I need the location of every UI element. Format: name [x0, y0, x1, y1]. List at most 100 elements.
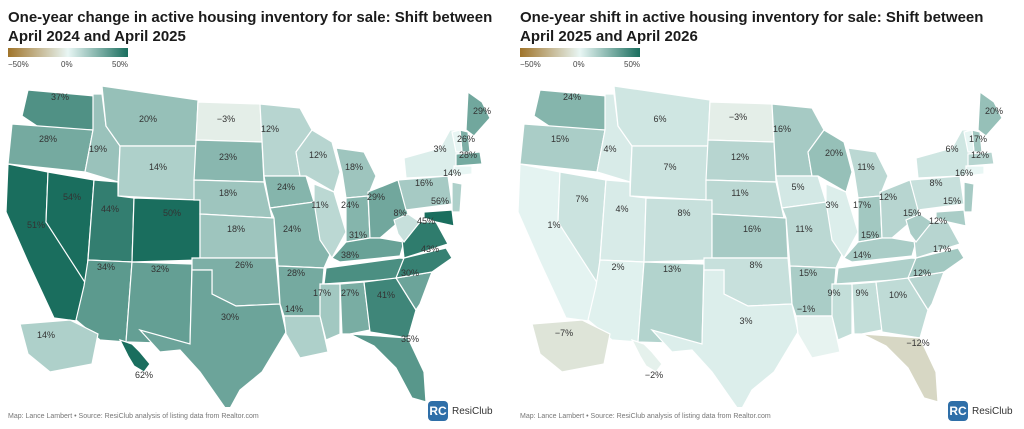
state-label-fl: −12%	[906, 338, 929, 348]
state-label-nc: 17%	[933, 244, 951, 254]
state-label-ar: 15%	[799, 268, 817, 278]
state-ct	[453, 165, 473, 177]
state-nd	[707, 101, 775, 143]
state-label-ut: 44%	[101, 204, 119, 214]
state-label-co: 8%	[677, 208, 690, 218]
state-wv	[905, 213, 933, 243]
state-label-ky: 15%	[861, 230, 879, 240]
state-label-nj: 14%	[443, 168, 461, 178]
state-label-il: 11%	[311, 200, 328, 210]
state-wi	[295, 129, 341, 193]
state-label-mn: 12%	[261, 124, 279, 134]
state-vt	[963, 129, 975, 153]
state-label-pa: 16%	[415, 178, 433, 188]
right-map-title: One-year shift in active housing invento…	[520, 9, 984, 45]
state-label-in: 24%	[341, 200, 359, 210]
state-label-nh: 26%	[457, 134, 475, 144]
state-label-ma: 12%	[971, 150, 989, 160]
state-md	[423, 209, 455, 227]
state-label-nv: 7%	[575, 194, 588, 204]
left-legend-tick-max: 50%	[112, 60, 129, 69]
state-ky	[843, 237, 917, 263]
state-ct	[965, 165, 985, 177]
state-label-mt: 20%	[139, 114, 157, 124]
state-ak	[531, 319, 611, 373]
state-label-va: 12%	[929, 216, 947, 226]
state-label-tn: 38%	[341, 250, 359, 260]
state-label-mo: 11%	[795, 224, 812, 234]
state-label-ga: 10%	[889, 290, 907, 300]
state-label-il: 3%	[825, 200, 838, 210]
state-fl	[349, 333, 427, 403]
state-label-wv: 15%	[903, 208, 921, 218]
left-map-title: One-year change in active housing invent…	[8, 9, 493, 45]
state-label-sc: 30%	[401, 268, 419, 278]
state-al	[339, 281, 371, 335]
state-ks	[711, 213, 789, 259]
state-label-tx: 30%	[221, 312, 239, 322]
state-wy	[629, 145, 709, 201]
resiclub-logo-icon: RC	[948, 401, 968, 421]
state-label-nm: 32%	[151, 264, 169, 274]
state-label-ga: 41%	[377, 290, 395, 300]
state-ms	[319, 283, 341, 341]
state-nc	[907, 247, 965, 279]
left-map-panel: One-year change in active housing invent…	[5, 9, 493, 421]
state-label-nh: 17%	[969, 134, 987, 144]
state-mi	[847, 147, 889, 199]
state-label-oh: 12%	[879, 192, 897, 202]
left-source-footer: Map: Lance Lambert • Source: ResiClub an…	[8, 413, 259, 420]
state-label-nm: 13%	[663, 264, 681, 274]
state-la	[795, 315, 841, 359]
state-ma	[455, 151, 483, 167]
state-label-pa: 8%	[929, 178, 942, 188]
state-tx	[650, 269, 799, 407]
state-label-ny: 6%	[945, 144, 958, 154]
state-fl	[861, 333, 939, 403]
state-vt	[451, 129, 463, 153]
state-label-ms: 9%	[827, 288, 840, 298]
state-label-az: 34%	[97, 262, 115, 272]
right-legend-tick-zero: 0%	[573, 60, 585, 69]
state-wv	[393, 213, 421, 243]
state-label-la: −1%	[797, 304, 815, 314]
state-or	[519, 123, 606, 173]
state-label-ut: 4%	[615, 204, 628, 214]
right-brand-name: ResiClub	[972, 405, 1013, 417]
state-label-ky: 31%	[349, 230, 367, 240]
states-group	[5, 85, 491, 407]
state-label-ny: 3%	[433, 144, 446, 154]
state-label-id: 19%	[89, 144, 107, 154]
state-label-ks: 16%	[743, 224, 761, 234]
state-or	[7, 123, 94, 173]
state-nj	[963, 181, 975, 213]
state-label-nd: −3%	[729, 112, 747, 122]
state-md	[935, 209, 967, 227]
state-hi	[118, 338, 151, 373]
state-label-co: 50%	[163, 208, 181, 218]
state-label-nc: 43%	[421, 244, 439, 254]
state-label-me: 29%	[473, 106, 491, 116]
state-ne	[705, 179, 785, 219]
state-label-wy: 7%	[663, 162, 676, 172]
state-label-az: 2%	[611, 262, 624, 272]
right-map-panel: One-year shift in active housing invento…	[512, 0, 1024, 429]
left-brand-name: ResiClub	[452, 405, 493, 417]
state-label-or: 15%	[551, 134, 569, 144]
state-label-md: 15%	[943, 196, 961, 206]
states-group	[517, 85, 1003, 407]
state-label-wi: 20%	[825, 148, 843, 158]
state-label-wa: 24%	[563, 92, 581, 102]
state-label-ma: 28%	[459, 150, 477, 160]
state-ne	[193, 179, 273, 219]
state-label-mi: 18%	[345, 162, 363, 172]
state-label-sd: 12%	[731, 152, 749, 162]
state-label-md: 56%	[431, 196, 449, 206]
state-ky	[331, 237, 405, 263]
state-label-wy: 14%	[149, 162, 167, 172]
state-label-wv: 8%	[393, 208, 406, 218]
right-legend: −50% 0% 50%	[520, 48, 640, 70]
state-label-la: 14%	[285, 304, 303, 314]
state-ma	[967, 151, 995, 167]
state-label-wa: 37%	[51, 92, 69, 102]
